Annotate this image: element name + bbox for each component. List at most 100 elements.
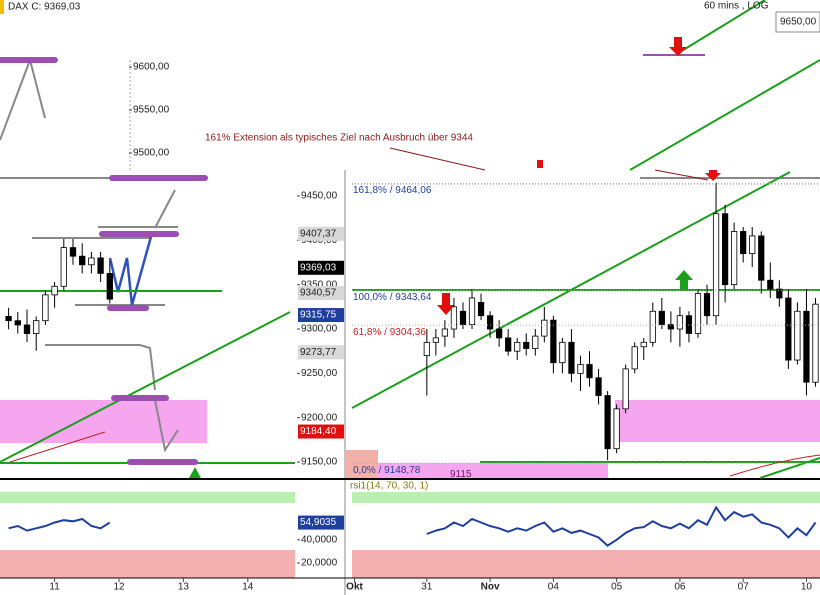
corner-price: 9650,00: [780, 17, 817, 28]
y-tick-label: 9150,00: [301, 457, 338, 468]
candle-body: [69, 247, 77, 257]
y-tick-label: 9250,00: [301, 368, 338, 379]
candle-body: [812, 303, 819, 383]
x-tick-label: 14: [242, 582, 254, 593]
candle-body: [785, 297, 792, 361]
y-tick-label: 9300,00: [301, 324, 338, 335]
annotation-line: [389, 147, 486, 171]
candle-body: [758, 235, 765, 281]
price-marker-box: [298, 286, 344, 301]
candle-body: [776, 288, 783, 299]
candle-body: [613, 408, 620, 450]
price-marker-box: [298, 260, 344, 275]
candle-body: [712, 213, 720, 317]
x-tick-label: 11: [49, 582, 60, 593]
candle-body: [577, 364, 584, 374]
candle-body: [541, 319, 548, 337]
red-curve: [729, 454, 820, 477]
candle-body: [14, 320, 21, 326]
candle-body: [450, 306, 458, 330]
candle-body: [667, 324, 674, 330]
candle-body: [721, 213, 729, 286]
right-zone: [615, 400, 820, 442]
candle-body: [568, 341, 575, 374]
rsi-marker: 54,9035: [300, 517, 337, 528]
fib-label: 161,8% / 9464,06: [353, 185, 432, 196]
price-marker-box: [298, 226, 344, 241]
candle-body: [496, 328, 503, 339]
candle-body: [33, 320, 40, 334]
price-marker: 9340,57: [300, 288, 337, 299]
rsi-marker-box: [298, 515, 344, 530]
y-tick-label: 9200,00: [301, 412, 338, 423]
candle-body: [23, 324, 31, 334]
x-tick-label: 05: [611, 582, 623, 593]
y-tick-label: 9550,00: [133, 105, 170, 116]
x-tick-label: 31: [421, 582, 433, 593]
candle-body: [459, 310, 467, 325]
fib-label: 0,0% / 9148,78: [353, 465, 421, 476]
price-marker: 9407,37: [300, 228, 337, 239]
x-tick-label: 10: [801, 582, 813, 593]
candle-body: [685, 315, 693, 334]
corner-price-box: [775, 11, 820, 33]
down-arrow: [669, 37, 687, 56]
candle-body: [477, 302, 485, 317]
candle-body: [79, 255, 86, 266]
rsi-line: [426, 505, 817, 547]
x-tick-label: 13: [178, 582, 190, 593]
price-marker-box: [298, 308, 344, 323]
candle-body: [42, 294, 49, 322]
rsi-oversold-zone: [352, 550, 820, 578]
y-tick-label: 20,0000: [301, 558, 338, 569]
candle-body: [703, 293, 711, 317]
y-tick-label: 9500,00: [133, 148, 170, 159]
x-tick-label: Okt: [346, 582, 363, 593]
fib-label: 61,8% / 9304,36: [353, 327, 426, 338]
annotation: 161% Extension als typisches Ziel nach A…: [205, 133, 473, 144]
candle-body: [676, 315, 684, 330]
candle-body: [803, 310, 810, 383]
candle-body: [97, 257, 104, 274]
annotation-line: [654, 169, 709, 181]
price-marker: 9184,40: [300, 426, 337, 437]
x-tick-label: 12: [113, 582, 125, 593]
candle-body: [468, 297, 476, 325]
candle-body: [640, 341, 647, 348]
rsi-oversold-zone: [0, 550, 295, 578]
candle-body: [60, 247, 67, 287]
price-marker: 9369,03: [300, 262, 337, 273]
timeframe: 60 mins , LOG: [704, 1, 769, 12]
candle-body: [51, 285, 58, 296]
blue-zigzag: [108, 232, 154, 306]
candle-body: [658, 310, 665, 325]
price-marker-box: [298, 345, 344, 360]
candle-body: [749, 235, 756, 255]
indicator-title: rsi1(14, 70, 30, 1): [350, 481, 428, 492]
candle-body: [649, 310, 656, 343]
y-tick-label: 9600,00: [133, 62, 170, 73]
x-tick-label: 07: [738, 582, 750, 593]
candle-body: [595, 377, 602, 396]
price-marker-box: [298, 424, 344, 439]
candle-body: [794, 310, 801, 361]
candle-body: [767, 279, 774, 290]
candle-body: [586, 364, 593, 379]
price-marker: 9315,75: [300, 310, 337, 321]
candle-body: [486, 315, 494, 330]
candle-body: [559, 341, 566, 364]
low-zone: [350, 463, 608, 478]
fib-label: 100,0% / 9343,64: [353, 292, 432, 303]
rsi-overbought-zone: [352, 492, 820, 503]
candle-body: [731, 231, 738, 286]
left-zone: [0, 400, 207, 443]
candle-body: [88, 257, 95, 266]
candle-body: [523, 341, 530, 349]
marks: 9500,00 9550,00 9600,00 11 12 13 14 9150,00 9200…: [5, 62, 820, 593]
candle-body: [441, 328, 449, 337]
candle-body: [550, 319, 557, 364]
x-tick-label: 06: [674, 582, 686, 593]
symbol-icon: [0, 0, 4, 14]
candle-body: [106, 272, 113, 300]
